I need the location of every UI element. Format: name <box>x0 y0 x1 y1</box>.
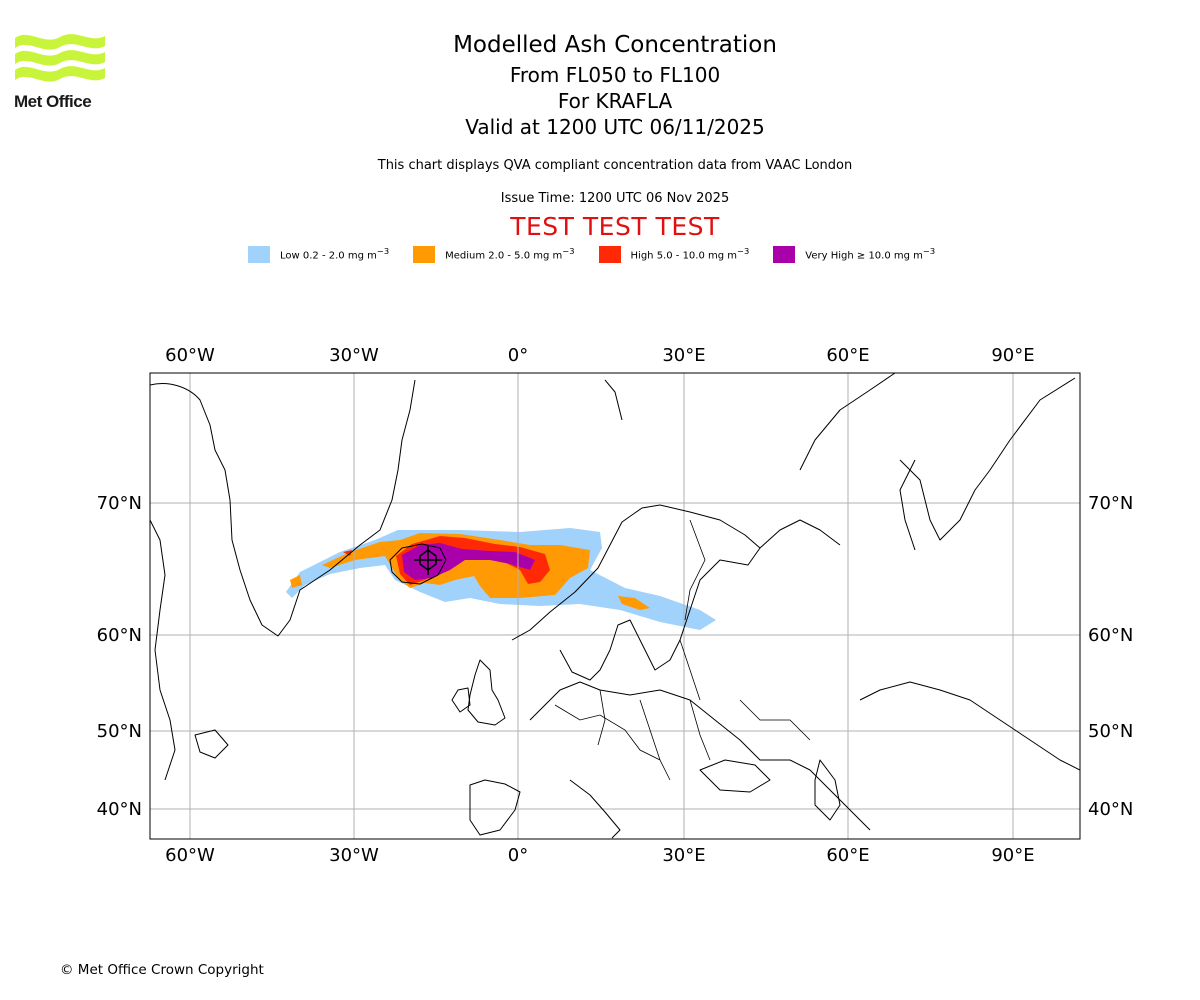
ash-medium-tail <box>618 596 650 610</box>
legend-label-low: Low 0.2 - 2.0 mg m−3 <box>280 246 390 262</box>
description-text: This chart displays QVA compliant concen… <box>377 158 853 173</box>
right-lat-label: 60°N <box>1088 625 1133 646</box>
coast-ireland <box>451 687 471 713</box>
bottom-lon-label: 60°E <box>826 845 869 866</box>
coast-svalbard <box>604 379 623 421</box>
flight-levels: From FL050 to FL100 <box>509 63 721 87</box>
ash-very-high-main <box>402 543 535 580</box>
right-latitude-labels: 70°N 60°N 50°N 40°N <box>1088 493 1133 820</box>
chart-title: Modelled Ash Concentration <box>453 32 777 58</box>
coast-greenland <box>150 379 416 637</box>
coast-white-sea <box>759 519 841 549</box>
coast-novaya-zemlya <box>899 459 916 551</box>
right-lat-label: 70°N <box>1088 493 1133 514</box>
map-frame <box>149 372 1081 840</box>
logo-text: Met Office <box>14 92 92 111</box>
map-content <box>150 373 1080 839</box>
left-lat-label: 70°N <box>97 493 142 514</box>
left-lat-label: 50°N <box>97 721 142 742</box>
legend-item-very-high: Very High ≥ 10.0 mg m−3 <box>773 245 936 263</box>
bottom-lon-label: 30°E <box>662 845 705 866</box>
coast-british-isles <box>467 659 506 726</box>
coast-iberia <box>469 779 521 836</box>
volcano-marker <box>414 545 442 575</box>
bottom-lon-label: 30°W <box>329 845 379 866</box>
bottom-longitude-labels: 60°W 30°W 0° 30°E 60°E 90°E <box>165 845 1034 866</box>
left-lat-label: 60°N <box>97 625 142 646</box>
coast-north-america <box>150 519 176 781</box>
left-lat-label: 40°N <box>97 799 142 820</box>
copyright-notice: © Met Office Crown Copyright <box>60 962 264 978</box>
right-lat-label: 50°N <box>1088 721 1133 742</box>
coast-caspian <box>814 759 841 821</box>
legend-label-medium: Medium 2.0 - 5.0 mg m−3 <box>445 246 575 262</box>
legend-swatch-very-high <box>773 245 796 263</box>
left-latitude-labels: 70°N 60°N 50°N 40°N <box>97 493 142 820</box>
ash-high-dot <box>343 550 352 556</box>
legend-item-low: Low 0.2 - 2.0 mg m−3 <box>248 245 390 263</box>
top-lon-label: 90°E <box>991 345 1034 366</box>
test-banner: TEST TEST TEST <box>510 212 720 241</box>
border-central-europe <box>554 689 711 781</box>
coast-newfoundland <box>194 729 229 759</box>
coast-kazakhstan <box>859 681 1080 771</box>
bottom-lon-label: 0° <box>508 845 528 866</box>
top-lon-label: 30°E <box>662 345 705 366</box>
volcano-title: For KRAFLA <box>557 89 673 113</box>
coast-italy <box>569 779 621 839</box>
legend-swatch-low <box>248 245 270 263</box>
legend-label-high: High 5.0 - 10.0 mg m−3 <box>630 246 750 262</box>
border-finland-russia <box>684 519 706 621</box>
legend: Low 0.2 - 2.0 mg m−3 Medium 2.0 - 5.0 mg… <box>248 244 959 264</box>
coast-iceland <box>389 543 447 585</box>
right-lat-label: 40°N <box>1088 799 1133 820</box>
coast-black-sea <box>699 759 771 793</box>
legend-item-high: High 5.0 - 10.0 mg m−3 <box>598 245 750 263</box>
bottom-lon-label: 60°W <box>165 845 215 866</box>
bottom-lon-label: 90°E <box>991 845 1034 866</box>
coastlines <box>150 373 1080 839</box>
issue-time: Issue Time: 1200 UTC 06 Nov 2025 <box>500 191 730 206</box>
top-lon-label: 30°W <box>329 345 379 366</box>
top-lon-label: 0° <box>508 345 528 366</box>
top-longitude-labels: 60°W 30°W 0° 30°E 60°E 90°E <box>165 345 1034 366</box>
top-lon-label: 60°W <box>165 345 215 366</box>
legend-swatch-high <box>598 245 621 263</box>
graticule <box>150 373 1080 839</box>
border-eastern-europe <box>679 639 811 741</box>
legend-label-very-high: Very High ≥ 10.0 mg m−3 <box>805 246 936 262</box>
ash-medium-west <box>290 575 302 588</box>
coast-norway <box>511 504 661 641</box>
country-borders <box>554 519 811 781</box>
legend-item-medium: Medium 2.0 - 5.0 mg m−3 <box>413 245 575 263</box>
met-office-waves-icon <box>15 34 105 82</box>
ash-very-high-layer <box>402 543 535 580</box>
valid-time: Valid at 1200 UTC 06/11/2025 <box>465 115 765 139</box>
coast-russia-arctic <box>799 373 1076 541</box>
top-lon-label: 60°E <box>826 345 869 366</box>
coast-scandinavia-east <box>559 504 761 681</box>
legend-swatch-medium <box>413 245 436 263</box>
title-block: Modelled Ash Concentration From FL050 to… <box>0 28 1200 140</box>
met-office-logo: Met Office <box>14 30 114 114</box>
coast-europe <box>529 681 871 831</box>
